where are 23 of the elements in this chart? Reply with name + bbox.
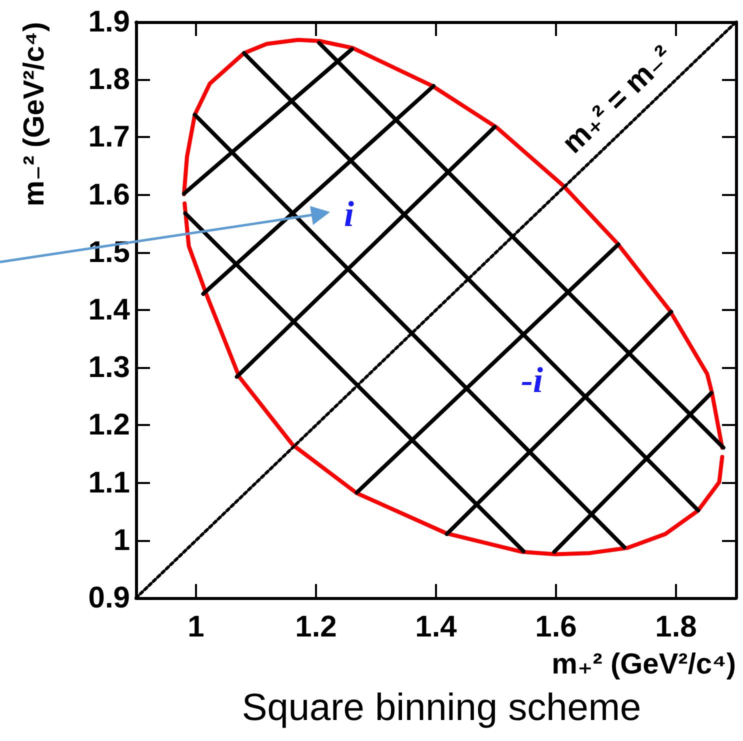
y-axis-title: m₋² (GeV²/c⁴) [18,22,50,206]
x-tick-label: 1 [188,610,204,644]
annotation: i [344,194,354,234]
y-tick-label: 1.2 [88,408,130,442]
x-tick-label: 1.2 [295,610,337,644]
y-tick-label: 0.9 [88,582,130,614]
y-tick-label: 1.8 [88,63,130,96]
x-axis-title: m₊² (GeV²/c⁴) [552,648,736,680]
annotation: m₊² = m₋² [556,39,680,160]
y-tick-label: 1 [113,524,130,557]
y-tick-label: 1.4 [88,294,130,326]
y-tick-label: 1.9 [88,6,130,38]
y-tick-label: 1.6 [88,178,130,212]
x-tick-label: 1.4 [415,610,458,644]
y-tick-label: 1.7 [88,120,130,154]
y-tick-label: 1.1 [88,466,130,500]
line-series [182,38,724,450]
x-tick-label: 1.8 [655,610,697,644]
text: Square binning scheme [240,687,642,730]
line-series [182,201,724,556]
x-tick-label: 1.6 [535,610,577,644]
annotation: -i [521,360,543,400]
y-tick-label: 1.3 [88,351,130,384]
